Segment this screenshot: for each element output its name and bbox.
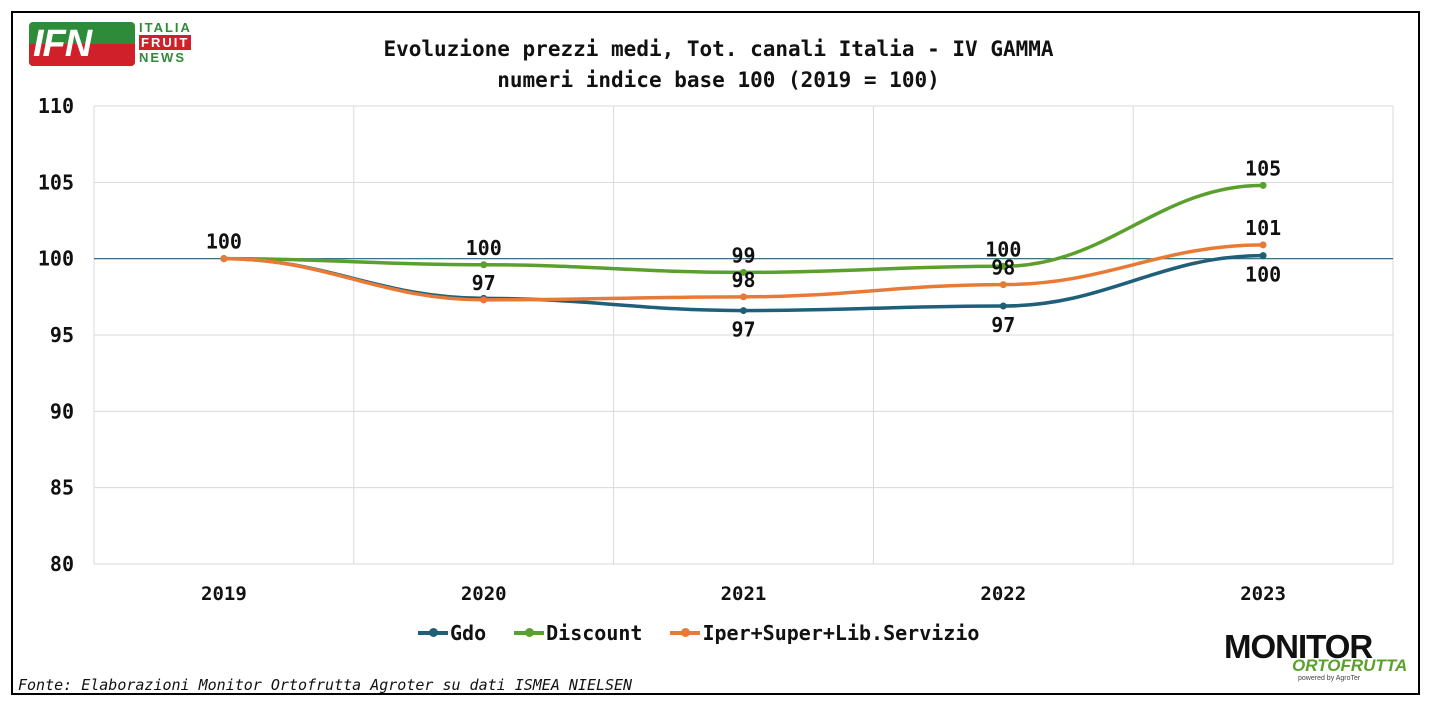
ifn-logo-text: IFN — [33, 23, 92, 65]
ifn-line-3: NEWS — [139, 50, 186, 65]
monitor-ortofrutta-logo: MONITOR ORTOFRUTTA powered by AgroTer — [1224, 628, 1409, 686]
data-point-discount-2021 — [740, 268, 747, 276]
ifn-logo-side: ITALIA FRUIT NEWS — [139, 20, 192, 65]
y-tick-label-105: 105 — [38, 170, 74, 194]
y-tick-label-95: 95 — [50, 323, 74, 347]
monitor-logo-text: MONITOR — [1224, 628, 1373, 665]
data-point-iper-2020 — [480, 296, 488, 304]
data-label-discount-2021: 99 — [731, 243, 755, 267]
legend-item-gdo: Gdo — [418, 621, 486, 645]
data-point-discount-2020 — [480, 261, 488, 269]
data-label-discount-2022: 100 — [985, 237, 1021, 261]
legend-swatch-iper — [670, 628, 701, 637]
data-label-iper-2021: 98 — [731, 268, 755, 292]
data-label-iper-2023: 101 — [1245, 216, 1281, 240]
data-label-discount-2020: 100 — [466, 236, 502, 260]
legend-label-gdo: Gdo — [450, 621, 487, 645]
data-point-discount-2022 — [999, 262, 1007, 270]
x-tick-label-2021: 2021 — [721, 583, 767, 605]
x-tick-label-2019: 2019 — [201, 583, 247, 605]
x-tick-label-2022: 2022 — [980, 583, 1026, 605]
y-tick-label-85: 85 — [50, 476, 74, 500]
legend-item-iper: Iper+Super+Lib.Servizio — [670, 621, 979, 645]
legend-swatch-gdo — [418, 628, 448, 637]
data-point-gdo-2022 — [999, 302, 1007, 310]
data-point-iper-2019 — [220, 255, 228, 263]
data-point-iper-2023 — [1259, 241, 1267, 249]
legend-label-iper: Iper+Super+Lib.Servizio — [702, 621, 980, 645]
monitor-logo-subtext: ORTOFRUTTA — [1292, 656, 1408, 675]
ifn-logo-band — [29, 44, 135, 66]
data-label-iper-2022: 98 — [991, 256, 1015, 280]
y-tick-label-80: 80 — [50, 552, 74, 576]
data-point-gdo-2023 — [1259, 252, 1267, 260]
legend-label-discount: Discount — [546, 621, 643, 645]
chart-title: Evoluzione prezzi medi, Tot. canali Ital… — [383, 37, 1054, 61]
data-point-gdo-2021 — [740, 307, 747, 315]
y-tick-label-100: 100 — [38, 247, 74, 271]
data-point-iper-2021 — [740, 293, 747, 301]
legend: Gdo Discount Iper+Super+Lib.Servizio — [418, 621, 979, 645]
chart-subtitle: numeri indice base 100 (2019 = 100) — [497, 68, 940, 92]
data-point-discount-2023 — [1259, 181, 1267, 189]
data-label-gdo-2021: 97 — [731, 318, 755, 342]
data-label-gdo-2022: 97 — [991, 313, 1015, 337]
data-label-iper-2020: 97 — [472, 271, 496, 295]
x-tick-label-2023: 2023 — [1240, 583, 1286, 605]
x-tick-label-2020: 2020 — [461, 583, 507, 605]
ifn-line-1: ITALIA — [139, 20, 192, 35]
legend-swatch-discount — [514, 628, 545, 637]
y-tick-label-110: 110 — [38, 94, 74, 118]
y-tick-label-90: 90 — [50, 399, 74, 423]
monitor-logo-powered: powered by AgroTer — [1298, 675, 1361, 682]
legend-item-discount: Discount — [514, 621, 642, 645]
data-label-gdo-2023: 100 — [1245, 263, 1281, 287]
data-point-iper-2022 — [999, 281, 1007, 289]
source-note: Fonte: Elaborazioni Monitor Ortofrutta A… — [18, 676, 633, 694]
data-label-discount-2023: 105 — [1245, 156, 1281, 180]
chart-frame — [11, 11, 1420, 695]
ifn-line-2: FRUIT — [139, 35, 192, 50]
data-label-iper-2019: 100 — [206, 230, 242, 254]
